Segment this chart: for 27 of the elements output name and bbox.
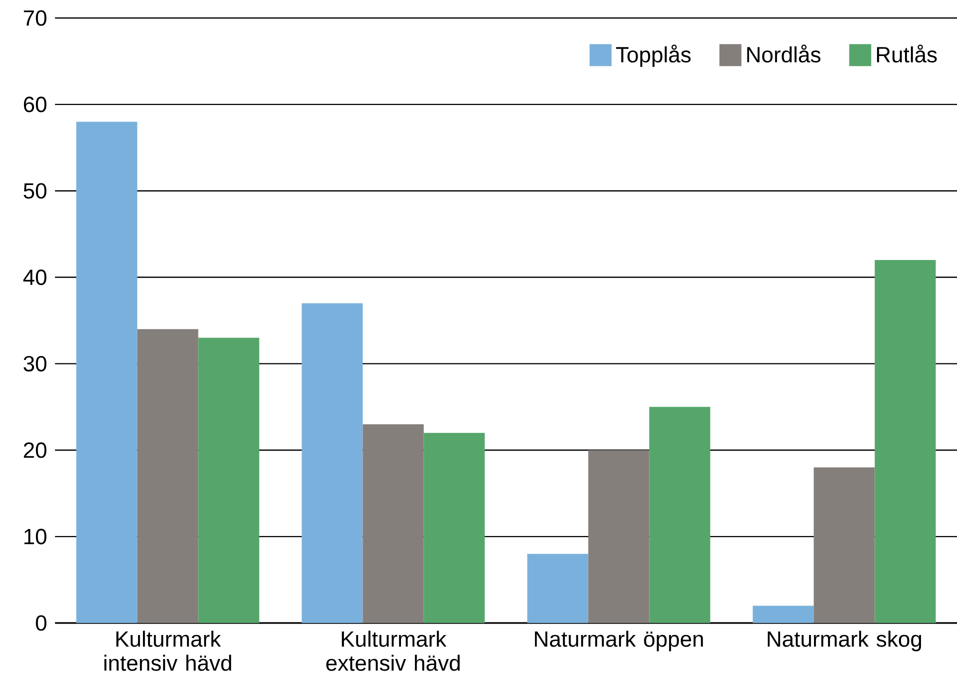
y-tick-label: 10 — [24, 528, 46, 544]
y-tick-label: 30 — [24, 356, 46, 372]
y-tick-label: 50 — [24, 183, 46, 199]
bar — [302, 303, 363, 623]
legend-label: Rutlås — [877, 44, 937, 63]
bar — [752, 606, 814, 623]
legend-label: Topplås — [616, 44, 691, 67]
x-tick-label: Kulturmark extensiv hävd — [326, 630, 460, 671]
bar — [198, 338, 260, 623]
bar — [76, 122, 138, 623]
bar — [649, 406, 710, 623]
x-tick-label: Naturmark skog — [768, 630, 922, 652]
bar — [137, 329, 198, 623]
y-tick-label: 0 — [36, 615, 46, 631]
bar — [362, 424, 424, 623]
bar — [874, 260, 936, 623]
bar — [814, 467, 875, 623]
bar — [527, 554, 588, 623]
x-tick-label: Kulturmark intensiv hävd — [104, 630, 232, 671]
y-tick-label: 40 — [23, 270, 46, 286]
x-tick-label: Naturmark öppen — [534, 630, 703, 652]
bar — [588, 450, 650, 623]
bar — [424, 432, 485, 623]
y-tick-label: 60 — [24, 96, 46, 112]
y-tick-label: 20 — [24, 442, 46, 458]
y-tick-label: 70 — [24, 10, 46, 26]
legend-label: Nordlås — [747, 44, 820, 63]
